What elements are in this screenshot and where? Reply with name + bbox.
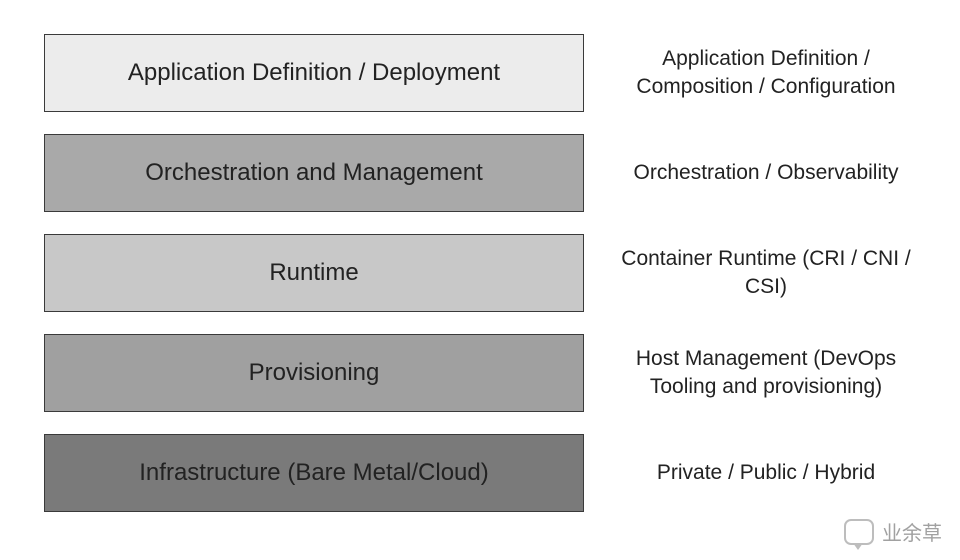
layer-row: Infrastructure (Bare Metal/Cloud)Private…: [44, 434, 920, 512]
layer-row: Application Definition / DeploymentAppli…: [44, 34, 920, 112]
layer-description: Private / Public / Hybrid: [584, 459, 920, 487]
layer-box: Runtime: [44, 234, 584, 312]
layer-box: Infrastructure (Bare Metal/Cloud): [44, 434, 584, 512]
layer-box: Application Definition / Deployment: [44, 34, 584, 112]
layer-box: Orchestration and Management: [44, 134, 584, 212]
layer-row: RuntimeContainer Runtime (CRI / CNI / CS…: [44, 234, 920, 312]
layer-row: ProvisioningHost Management (DevOps Tool…: [44, 334, 920, 412]
layer-description: Orchestration / Observability: [584, 159, 920, 187]
layer-row: Orchestration and ManagementOrchestratio…: [44, 134, 920, 212]
wechat-icon: [844, 519, 874, 545]
layer-description: Application Definition / Composition / C…: [584, 45, 920, 102]
layer-stack: Application Definition / DeploymentAppli…: [44, 34, 920, 512]
watermark-text: 业余草: [882, 517, 942, 546]
layer-box: Provisioning: [44, 334, 584, 412]
watermark: 业余草: [844, 517, 942, 546]
layer-description: Host Management (DevOps Tooling and prov…: [584, 345, 920, 402]
layer-description: Container Runtime (CRI / CNI / CSI): [584, 245, 920, 302]
